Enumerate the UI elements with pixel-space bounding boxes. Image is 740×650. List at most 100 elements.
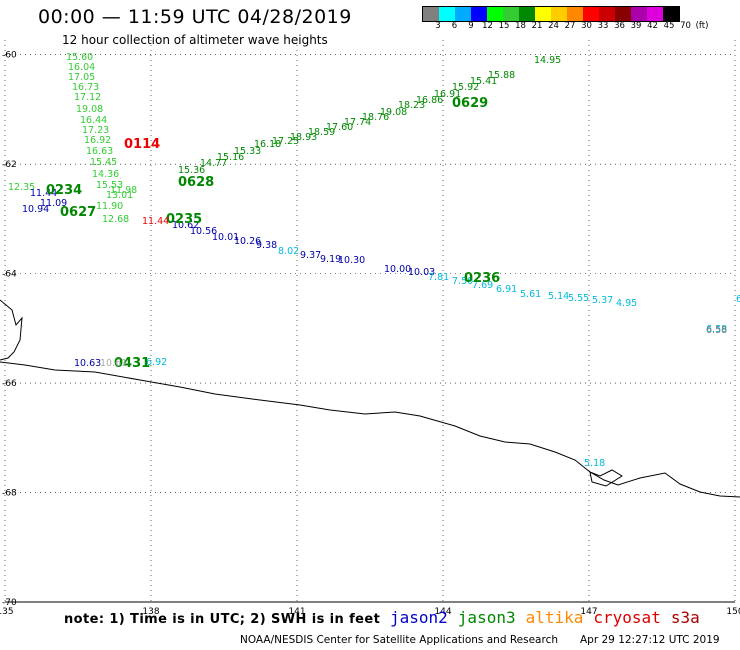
legend-label: 6 <box>451 21 458 31</box>
pass-time-label: 0234 <box>46 183 82 198</box>
pass-time-label: 0235 <box>166 212 202 227</box>
longitude-tick-label: 135 <box>0 607 14 617</box>
map-title: 00:00 — 11:59 UTC 04/28/2019 <box>38 6 352 28</box>
wave-height-value: 16.86 <box>416 95 443 106</box>
wave-height-value: 14.77 <box>200 158 227 169</box>
latitude-tick-label: -68 <box>2 489 17 499</box>
longitude-tick-label: 144 <box>434 607 451 617</box>
wave-height-value: 18.76 <box>362 112 389 123</box>
legend-swatch <box>471 7 487 21</box>
wave-height-value: 6.91 <box>496 284 517 295</box>
satellite-cryosat: cryosat <box>593 608 661 627</box>
wave-height-value: 17.12 <box>74 92 101 103</box>
legend-label: 30 <box>581 21 592 31</box>
pass-time-label: 0627 <box>60 205 96 220</box>
pass-time-label: 0431 <box>114 356 150 371</box>
color-scale-legend <box>422 6 680 22</box>
legend-label: 42 <box>647 21 658 31</box>
wave-height-value: 5.14 <box>548 291 569 302</box>
wave-height-value: 17.25 <box>272 136 299 147</box>
latitude-tick-label: -66 <box>2 379 17 389</box>
wave-height-value: 11.44 <box>30 188 57 199</box>
wave-height-value: 17.74 <box>344 117 371 128</box>
wave-height-value: 5.55 <box>568 293 589 304</box>
wave-height-value: 9.19 <box>320 254 341 265</box>
longitude-tick-label: 150 <box>726 607 740 617</box>
generated-timestamp: Apr 29 12:27:12 UTC 2019 <box>580 634 720 646</box>
wave-height-value: 17.23 <box>82 125 109 136</box>
wave-height-value: 15.88 <box>488 70 515 81</box>
wave-height-value: 10.62 <box>172 220 199 231</box>
legend-label: 36 <box>614 21 625 31</box>
legend-swatch <box>599 7 615 21</box>
legend-swatch <box>423 7 439 21</box>
wave-height-value: 11.98 <box>110 185 137 196</box>
legend-swatch <box>615 7 631 21</box>
legend-swatch <box>631 7 647 21</box>
legend-label: 27 <box>564 21 576 31</box>
satellite-key: jason2 jason3 altika cryosat s3a <box>390 608 710 627</box>
latitude-tick-label: -62 <box>2 160 17 170</box>
wave-height-value: 15.60 <box>66 52 93 63</box>
wave-height-value: 16.92 <box>84 135 111 146</box>
wave-height-value: 11.90 <box>96 201 123 212</box>
wave-height-value: 14.36 <box>92 169 119 180</box>
latitude-tick-label: -64 <box>2 270 17 280</box>
satellite-jason3: jason3 <box>457 608 516 627</box>
wave-height-value: 16.04 <box>68 62 95 73</box>
legend-label: 12 <box>482 21 493 31</box>
wave-height-value: 10.94 <box>22 204 49 215</box>
coastline-island <box>589 469 623 487</box>
wave-height-value: 10.03 <box>408 267 435 278</box>
wave-height-value: 10.00 <box>384 264 411 275</box>
wave-height-value: 15.41 <box>470 76 497 87</box>
wave-height-value: 16.18 <box>254 139 281 150</box>
longitude-tick-label: 141 <box>288 607 305 617</box>
legend-label: 3 <box>435 21 441 31</box>
wave-height-value: 15.45 <box>90 157 117 168</box>
wave-height-value: 10.26 <box>234 236 261 247</box>
pass-time-label: 0628 <box>178 175 214 190</box>
wave-height-value: 12.68 <box>102 214 129 225</box>
legend-swatch <box>455 7 471 21</box>
misc-wave-value: 11.44 <box>142 216 169 227</box>
wave-height-value: 17.05 <box>68 72 95 83</box>
wave-height-value: 19.08 <box>76 104 103 115</box>
pass-time-label: 0114 <box>124 137 160 152</box>
wave-height-value: 12.35 <box>8 182 35 193</box>
wave-height-value: 18.93 <box>290 132 317 143</box>
wave-height-value: 15.36 <box>178 165 205 176</box>
legend-label: 9 <box>468 21 474 31</box>
wave-height-value: 9.38 <box>256 240 277 251</box>
wave-height-value: 15.53 <box>96 180 123 191</box>
wave-height-value: 16.63 <box>86 146 113 157</box>
wave-height-value: 6.92 <box>146 357 167 368</box>
satellite-altika: altika <box>525 608 584 627</box>
wave-height-value: 15.33 <box>234 146 261 157</box>
legend-label: 70 <box>680 21 691 31</box>
legend-swatch <box>519 7 535 21</box>
pass-time-label: 0236 <box>464 271 500 286</box>
longitude-tick-label: 147 <box>580 607 597 617</box>
wave-height-value: 7.81 <box>428 272 449 283</box>
legend-label: 18 <box>515 21 526 31</box>
legend-swatch <box>647 7 663 21</box>
legend-label: 15 <box>498 21 510 31</box>
wave-height-value: 4.95 <box>616 298 637 309</box>
wave-height-value: 14.95 <box>534 55 561 66</box>
legend-swatch <box>663 7 679 21</box>
misc-wave-value: 6.58 <box>706 325 727 336</box>
longitude-tick-label: 138 <box>142 607 159 617</box>
color-scale-labels: 3 6 9 12 15 18 21 24 27 30 33 36 39 42 45 70 (ft) <box>422 21 740 33</box>
legend-label: (ft) <box>695 21 709 31</box>
latitude-tick-label: -70 <box>2 598 17 608</box>
satellite-jason2: jason2 <box>390 608 448 627</box>
legend-swatch <box>439 7 455 21</box>
map-subtitle: 12 hour collection of altimeter wave hei… <box>62 33 328 47</box>
legend-label: 33 <box>597 21 609 31</box>
wave-height-value: 7.50 <box>452 276 473 287</box>
legend-label: 21 <box>531 21 543 31</box>
wave-height-value: 8.02 <box>278 246 299 257</box>
wave-height-value: 15.16 <box>217 152 244 163</box>
credit-text: NOAA/NESDIS Center for Satellite Applica… <box>240 634 558 646</box>
